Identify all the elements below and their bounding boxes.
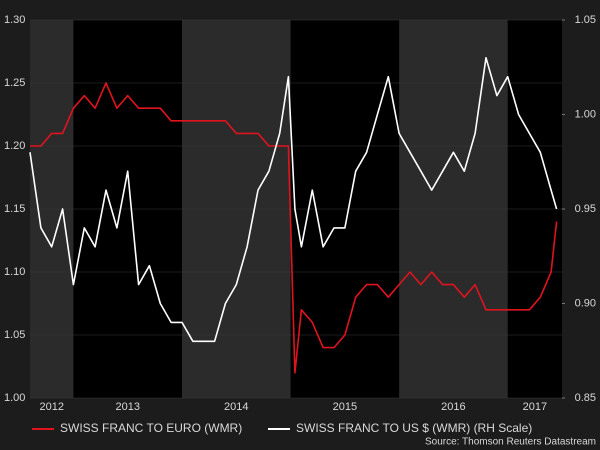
x-tick-label: 2017 [523,401,547,413]
y2-tick-label: 1.00 [575,108,596,120]
source: Source: Thomson Reuters Datastream [425,437,596,448]
y2-tick-label: 1.05 [575,14,596,26]
y-tick-label: 1.05 [4,329,25,341]
legend-label: SWISS FRANC TO US $ (WMR) (RH Scale) [296,421,532,435]
y-tick-label: 1.10 [4,266,25,278]
y-tick-label: 1.20 [4,140,25,152]
x-tick-label: 2014 [224,401,248,413]
y2-tick-label: 0.85 [575,392,596,404]
y-tick-label: 1.30 [4,14,25,26]
y-tick-label: 1.00 [4,392,25,404]
x-tick-label: 2016 [441,401,465,413]
y2-tick-label: 0.95 [575,203,596,215]
y2-tick-label: 0.90 [575,297,596,309]
x-tick-label: 2012 [39,401,63,413]
x-tick-label: 2013 [115,401,139,413]
legend-label: SWISS FRANC TO EURO (WMR) [60,421,242,435]
y-tick-label: 1.15 [4,203,25,215]
x-tick-label: 2015 [333,401,357,413]
y-tick-label: 1.25 [4,77,25,89]
series-line [29,57,558,343]
series-line [30,82,558,374]
